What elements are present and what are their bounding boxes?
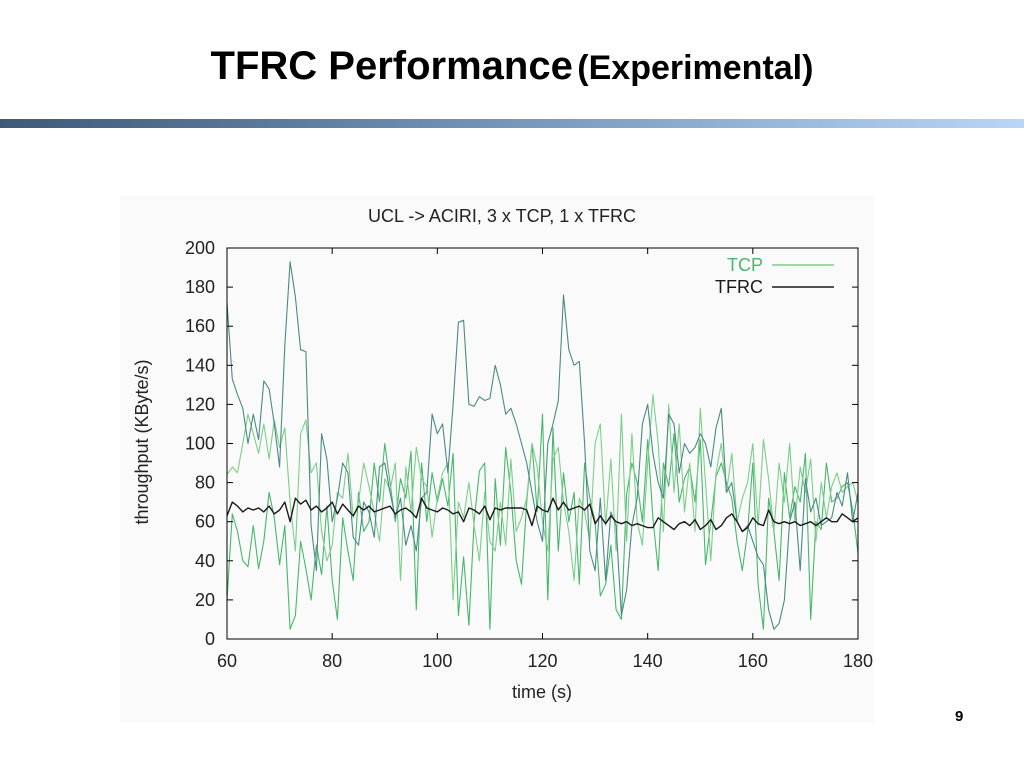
title-underline-bar (0, 119, 1024, 128)
x-tick-label: 180 (843, 651, 873, 671)
x-axis-label: time (s) (512, 682, 572, 702)
y-tick-label: 80 (195, 473, 215, 493)
legend: TCP TFRC (715, 255, 834, 297)
y-tick-label: 60 (195, 512, 215, 532)
chart-title: UCL -> ACIRI, 3 x TCP, 1 x TFRC (368, 206, 636, 226)
slide-title: TFRC Performance (Experimental) (0, 44, 1024, 89)
series-layer (226, 261, 859, 630)
slide-title-sub: (Experimental) (577, 49, 814, 87)
throughput-chart: UCL -> ACIRI, 3 x TCP, 1 x TFRC time (s)… (132, 206, 873, 702)
series-line-tcp-1 (226, 413, 859, 630)
x-tick-label: 160 (738, 651, 768, 671)
legend-label-tfrc: TFRC (715, 277, 763, 297)
page-number: 9 (955, 708, 964, 725)
y-tick-label: 40 (195, 551, 215, 571)
y-tick-label: 100 (185, 434, 215, 454)
y-tick-label: 140 (185, 355, 215, 375)
legend-label-tcp: TCP (727, 255, 763, 275)
x-tick-label: 100 (422, 651, 452, 671)
x-tick-label: 120 (527, 651, 557, 671)
y-axis-label: throughput (KByte/s) (132, 359, 152, 524)
y-tick-label: 120 (185, 394, 215, 414)
series-line-tcp-3 (226, 261, 859, 630)
y-tick-label: 200 (185, 238, 215, 258)
y-tick-label: 20 (195, 590, 215, 610)
chart-panel: UCL -> ACIRI, 3 x TCP, 1 x TFRC time (s)… (120, 196, 874, 723)
y-tick-label: 0 (205, 629, 215, 649)
series-line-tfrc-4 (226, 497, 859, 533)
axes-layer: 60 80 100 120 140 160 180 0 20 40 60 80 100 120 140 160… (185, 238, 873, 671)
series-line-tcp-2 (226, 394, 859, 601)
x-tick-label: 60 (217, 651, 237, 671)
y-tick-label: 160 (185, 316, 215, 336)
x-tick-label: 80 (322, 651, 342, 671)
y-tick-label: 180 (185, 277, 215, 297)
x-tick-label: 140 (633, 651, 663, 671)
slide-title-main: TFRC Performance (210, 44, 573, 88)
